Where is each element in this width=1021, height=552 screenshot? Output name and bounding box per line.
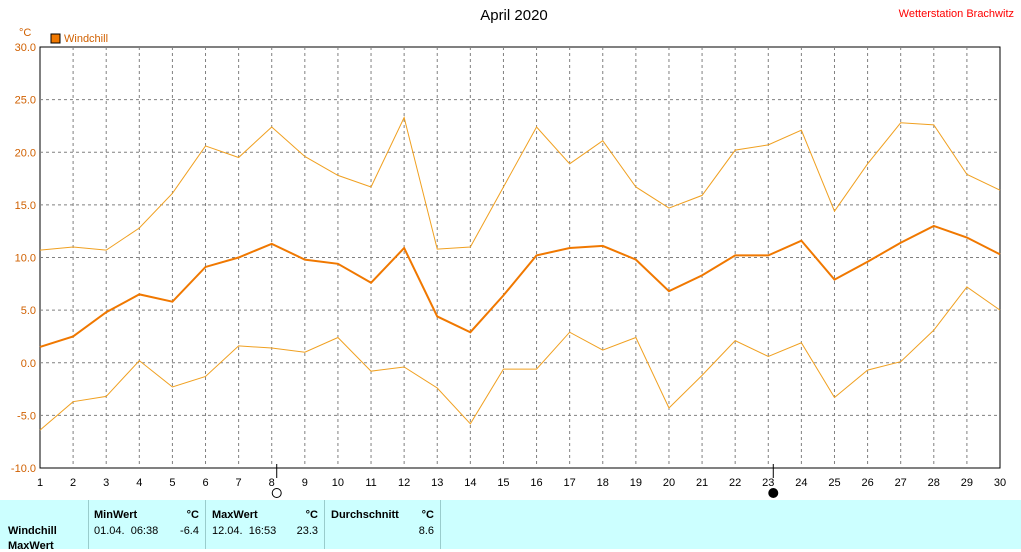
stats-avg-column: Durchschnitt °C 8.6 (325, 500, 441, 549)
y-tick-label: 15.0 (15, 200, 36, 212)
avg-value: 8.6 (418, 525, 434, 537)
series-line-max (39, 116, 1001, 251)
avg-unit: °C (421, 509, 434, 521)
min-header: MinWert (94, 509, 138, 521)
x-tick-label: 21 (696, 477, 708, 489)
stats-row-label: Windchill (8, 525, 57, 537)
y-tick-label: 0.0 (21, 358, 36, 370)
y-tick-label: 5.0 (21, 305, 36, 317)
x-tick-label: 7 (236, 477, 242, 489)
x-tick-label: 28 (928, 477, 940, 489)
x-tick-label: 6 (202, 477, 208, 489)
x-tick-label: 19 (630, 477, 642, 489)
x-tick-label: 22 (729, 477, 741, 489)
x-tick-label: 24 (795, 477, 807, 489)
x-tick-label: 27 (895, 477, 907, 489)
full-moon-icon (271, 488, 282, 498)
x-tick-label: 12 (398, 477, 410, 489)
legend-swatch (50, 33, 61, 44)
x-tick-label: 9 (302, 477, 308, 489)
station-name: Wetterstation Brachwitz (899, 8, 1014, 20)
avg-header: Durchschnitt (331, 509, 399, 521)
x-tick-label: 26 (861, 477, 873, 489)
x-tick-label: 10 (332, 477, 344, 489)
x-tick-label: 4 (136, 477, 142, 489)
x-tick-label: 20 (663, 477, 675, 489)
y-tick-label: 30.0 (15, 42, 36, 54)
max-datetime: 12.04. 16:53 (212, 525, 277, 537)
x-tick-label: 2 (70, 477, 76, 489)
stats-max-column: MaxWert °C 12.04. 16:53 23.3 (206, 500, 325, 549)
series-line-min (39, 286, 1001, 431)
max-value: 23.3 (296, 525, 318, 537)
x-tick-label: 30 (994, 477, 1006, 489)
y-tick-label: 10.0 (15, 253, 36, 265)
x-tick-label: 17 (564, 477, 576, 489)
x-tick-label: 11 (365, 477, 376, 489)
legend-label: Windchill (64, 33, 108, 45)
y-axis-ticks: -10.0 -5.0 0.0 5.0 10.0 15.0 20.0 25.0 30.0 (11, 42, 36, 475)
x-tick-label: 25 (828, 477, 840, 489)
x-tick-label: 3 (103, 477, 109, 489)
x-tick-label: 1 (37, 477, 43, 489)
y-tick-label: -10.0 (11, 463, 36, 475)
y-tick-label: 25.0 (15, 95, 36, 107)
x-tick-label: 16 (530, 477, 542, 489)
x-tick-label: 8 (269, 477, 275, 489)
series-line-mean (39, 224, 1001, 348)
x-tick-label: 29 (961, 477, 973, 489)
y-tick-label: -5.0 (17, 410, 36, 422)
x-tick-label: 15 (497, 477, 509, 489)
x-tick-label: 18 (597, 477, 609, 489)
x-tick-label: 23 (762, 477, 774, 489)
stats-label-column: Windchill MaxWert (0, 500, 89, 552)
min-unit: °C (186, 509, 199, 521)
x-tick-label: 14 (464, 477, 476, 489)
series-lines (39, 116, 1001, 431)
min-datetime: 01.04. 06:38 (94, 525, 159, 537)
moon-phase-markers (271, 464, 779, 498)
x-axis-ticks: 1 2 3 4 5 6 7 8 9 10 11 12 13 14 15 16 17 18 19 20 21 22 23 24 2… (37, 477, 1006, 489)
windchill-chart: April 2020 Wetterstation Brachwitz °C Wi… (11, 7, 1014, 498)
stats-min-column: MinWert °C 01.04. 06:38 -6.4 (89, 500, 206, 549)
stats-row-label-next: MaxWert (8, 540, 54, 552)
x-tick-label: 5 (169, 477, 175, 489)
y-unit-label: °C (19, 27, 31, 39)
max-header: MaxWert (212, 509, 258, 521)
y-tick-label: 20.0 (15, 147, 36, 159)
statistics-panel: Windchill MaxWert MinWert °C 01.04. 06:3… (0, 500, 1021, 552)
max-unit: °C (305, 509, 318, 521)
x-tick-label: 13 (431, 477, 443, 489)
new-moon-icon (768, 488, 779, 498)
chart-title: April 2020 (480, 7, 548, 24)
min-value: -6.4 (180, 525, 199, 537)
